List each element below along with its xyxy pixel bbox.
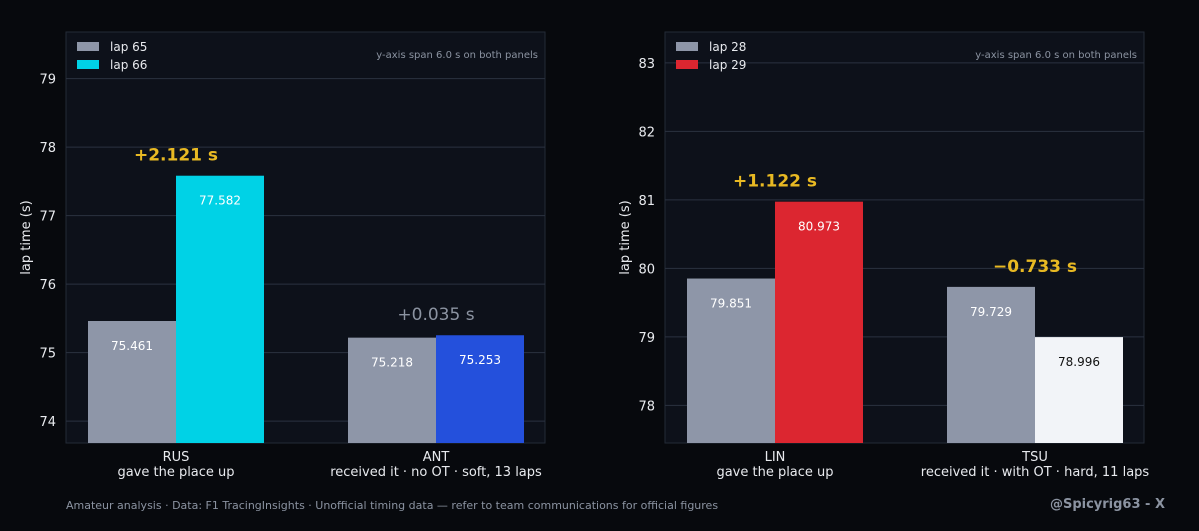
bar-value-label: 75.253 [459,353,501,367]
x-tick-label: RUS [163,450,190,465]
bar-ant-lap-66 [436,335,524,443]
bar-value-label: 79.729 [970,305,1012,319]
y-tick-label: 77 [39,210,56,225]
axis-span-note: y-axis span 6.0 s on both panels [376,50,538,61]
y-axis-label: lap time (s) [618,200,633,274]
y-tick-label: 78 [39,141,56,156]
x-tick-label: TSU [1021,450,1048,465]
author-handle: @Spicyrig63 - X [1049,497,1165,512]
x-tick-subtitle: received it · with OT · hard, 11 laps [921,465,1150,480]
bar-tsu-lap-29 [1035,337,1123,443]
y-tick-label: 81 [638,194,655,209]
delta-annotation: +1.122 s [733,172,817,192]
y-tick-label: 74 [39,415,56,430]
x-tick-subtitle: received it · no OT · soft, 13 laps [330,465,542,480]
y-axis-label: lap time (s) [19,200,34,274]
legend-label: lap 28 [709,40,746,54]
bar-lin-lap-29 [775,201,863,443]
bar-value-label: 77.582 [199,194,241,208]
x-tick-label: ANT [423,450,450,465]
y-tick-label: 78 [638,399,655,414]
footer-credits: Amateur analysis · Data: F1 TracingInsig… [66,499,719,512]
bar-rus-lap-66 [176,175,264,443]
chart-panel-right: 78 79 80 81 82 83 79.851 80.973 +1.122 s LINgave … [618,31,1150,480]
y-tick-label: 82 [638,125,655,140]
chart-panel-left: 74 75 76 77 78 79 75.461 77.582 +2.121 s RUSgave … [19,31,546,480]
bar-rus-lap-65 [88,321,176,443]
y-tick-label: 79 [638,331,655,346]
bar-value-label: 79.851 [710,297,752,311]
bar-value-label: 75.461 [111,339,153,353]
bar-value-label: 78.996 [1058,355,1100,369]
bar-tsu-lap-28 [947,286,1035,443]
legend-swatch [77,60,99,69]
x-tick-subtitle: gave the place up [716,465,833,480]
y-tick-label: 83 [638,57,655,72]
bar-value-label: 75.218 [371,356,413,370]
legend-label: lap 65 [110,40,147,54]
axis-span-note: y-axis span 6.0 s on both panels [975,50,1137,61]
x-tick-subtitle: gave the place up [117,465,234,480]
y-tick-label: 79 [39,73,56,88]
bar-value-label: 80.973 [798,220,840,234]
legend-swatch [676,60,698,69]
delta-annotation: −0.733 s [993,257,1077,277]
legend-swatch [77,42,99,51]
x-tick-label: LIN [765,450,786,465]
legend-swatch [676,42,698,51]
legend-label: lap 66 [110,58,147,72]
y-tick-label: 80 [638,262,655,277]
delta-annotation: +2.121 s [134,146,218,166]
bar-lin-lap-28 [687,278,775,443]
bar-ant-lap-65 [348,337,436,443]
delta-annotation: +0.035 s [397,305,474,325]
y-tick-label: 75 [39,347,56,362]
legend-label: lap 29 [709,58,746,72]
y-tick-label: 76 [39,278,56,293]
